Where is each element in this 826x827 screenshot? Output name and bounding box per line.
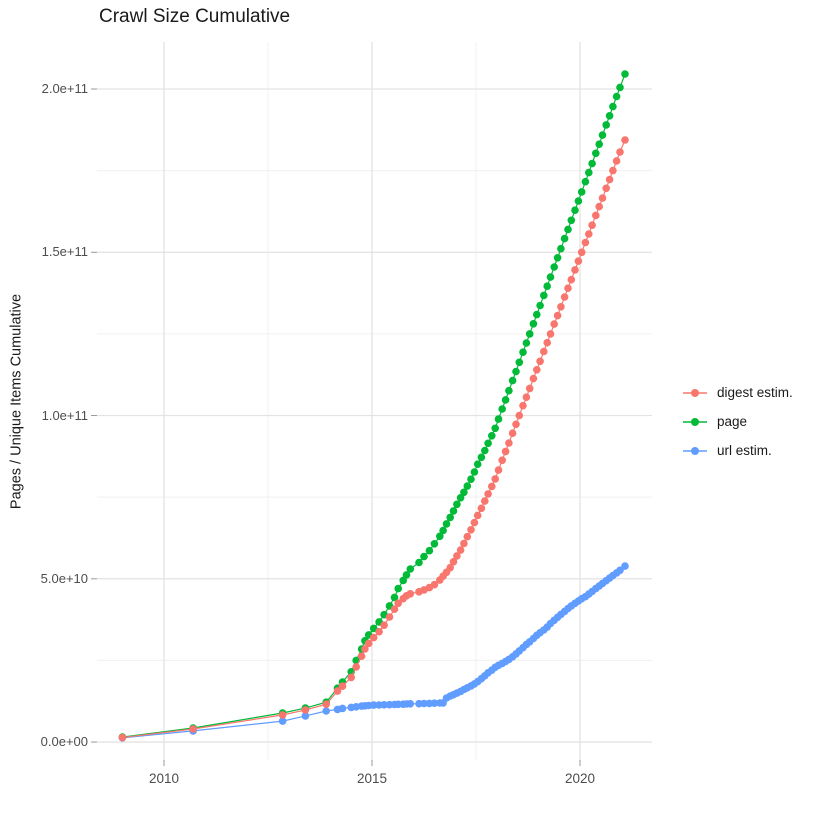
legend-item-url: url estim. bbox=[682, 436, 793, 465]
legend-item-digest: digest estim. bbox=[682, 378, 793, 407]
legend-key-icon bbox=[683, 388, 707, 397]
legend: digest estim. page url estim. bbox=[682, 378, 793, 465]
chart-title: Crawl Size Cumulative bbox=[99, 6, 291, 27]
y-axis-title: Pages / Unique Items Cumulative bbox=[8, 293, 25, 510]
y-tick-label: 5.0e+10 bbox=[40, 570, 88, 586]
y-tick-label: 2.0e+11 bbox=[41, 81, 88, 96]
legend-label: url estim. bbox=[717, 443, 772, 458]
x-tick-label: 2015 bbox=[356, 771, 388, 786]
legend-label: digest estim. bbox=[717, 385, 793, 400]
legend-key-icon bbox=[683, 446, 707, 455]
x-tick-label: 2020 bbox=[564, 771, 596, 786]
legend-label: page bbox=[717, 414, 748, 429]
x-tick-label: 2010 bbox=[148, 771, 180, 786]
legend-item-page: page bbox=[682, 407, 793, 436]
y-tick-label: 1.0e+11 bbox=[41, 407, 88, 423]
y-tick-label: 0.0e+00 bbox=[40, 734, 88, 749]
y-tick-label: 1.5e+11 bbox=[41, 244, 88, 260]
legend-key-icon bbox=[683, 417, 707, 426]
